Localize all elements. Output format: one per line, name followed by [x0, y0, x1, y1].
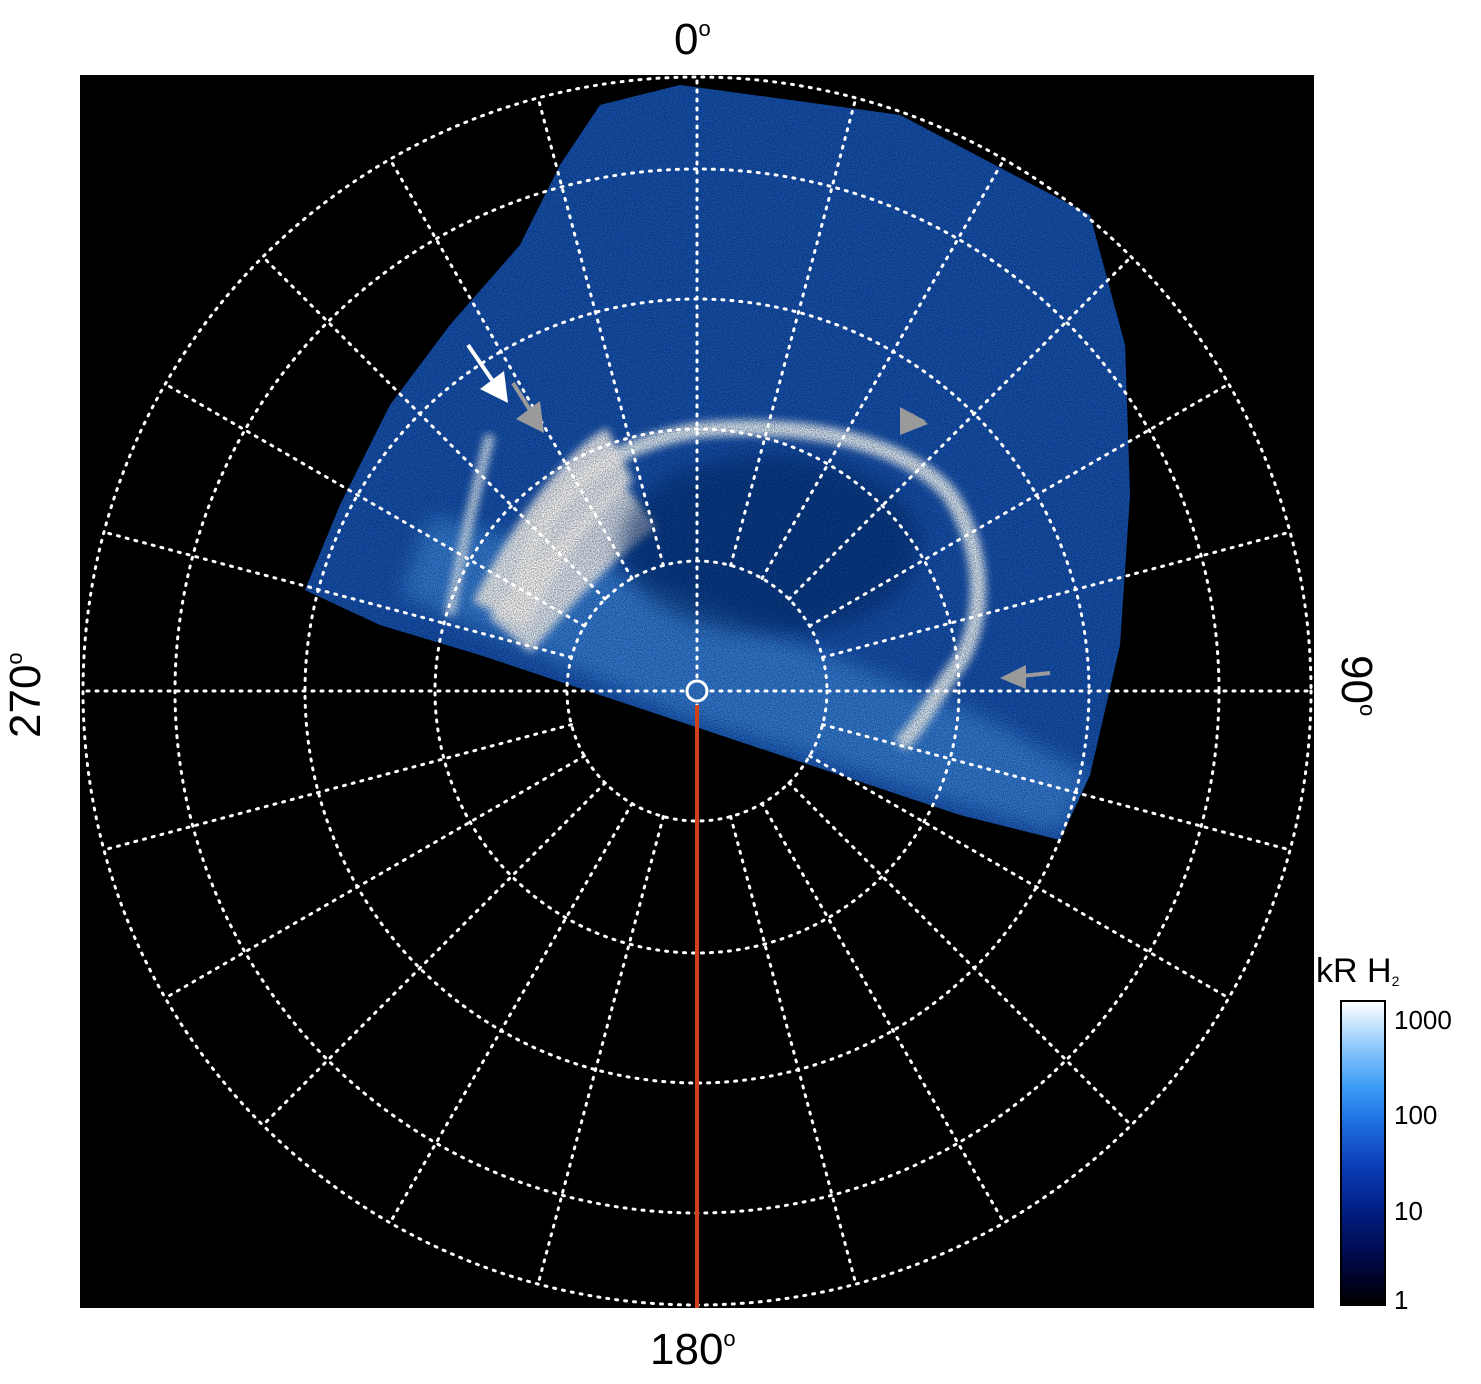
longitude-meridian	[536, 815, 665, 1286]
longitude-meridian	[760, 802, 1006, 1225]
longitude-meridian	[536, 96, 665, 567]
longitude-label-90: 90o	[1332, 655, 1381, 717]
longitude-meridian	[787, 781, 1133, 1127]
gray-arrow-upper-left	[511, 381, 544, 433]
longitude-label-180: 180o	[650, 1325, 736, 1374]
longitude-meridian	[808, 382, 1231, 628]
colorbar-tick-label: 100	[1394, 1100, 1438, 1130]
longitude-meridian	[729, 815, 858, 1286]
white-arrow	[466, 343, 508, 403]
gray-arrow-upper-right	[900, 407, 928, 435]
pole-marker	[685, 679, 709, 703]
longitude-meridian	[261, 781, 607, 1127]
colorbar-tick-label: 1000	[1394, 1005, 1452, 1035]
colorbar-tick-label: 10	[1394, 1196, 1423, 1226]
longitude-meridian	[163, 754, 586, 1000]
longitude-meridian	[729, 96, 858, 567]
colorbar	[1340, 1000, 1386, 1306]
longitude-meridian	[261, 255, 607, 601]
longitude-meridian	[388, 802, 634, 1225]
colorbar-tick-label: 1	[1394, 1285, 1409, 1315]
longitude-meridian	[787, 255, 1133, 601]
longitude-meridian	[163, 382, 586, 628]
longitude-meridian	[388, 157, 634, 580]
longitude-label-0: 0o	[674, 15, 711, 64]
longitude-meridian	[821, 530, 1292, 659]
longitude-meridian	[102, 530, 573, 659]
longitude-meridian	[102, 723, 573, 852]
longitude-label-270: 270o	[1, 652, 50, 738]
gray-arrow-right	[1000, 665, 1051, 689]
polar-projection-image	[80, 75, 1314, 1308]
longitude-meridian	[821, 723, 1292, 852]
longitude-meridian	[808, 754, 1231, 1000]
longitude-meridian	[760, 157, 1006, 580]
latitude-circle	[433, 427, 961, 955]
colorbar-title: kR H2	[1316, 952, 1400, 990]
